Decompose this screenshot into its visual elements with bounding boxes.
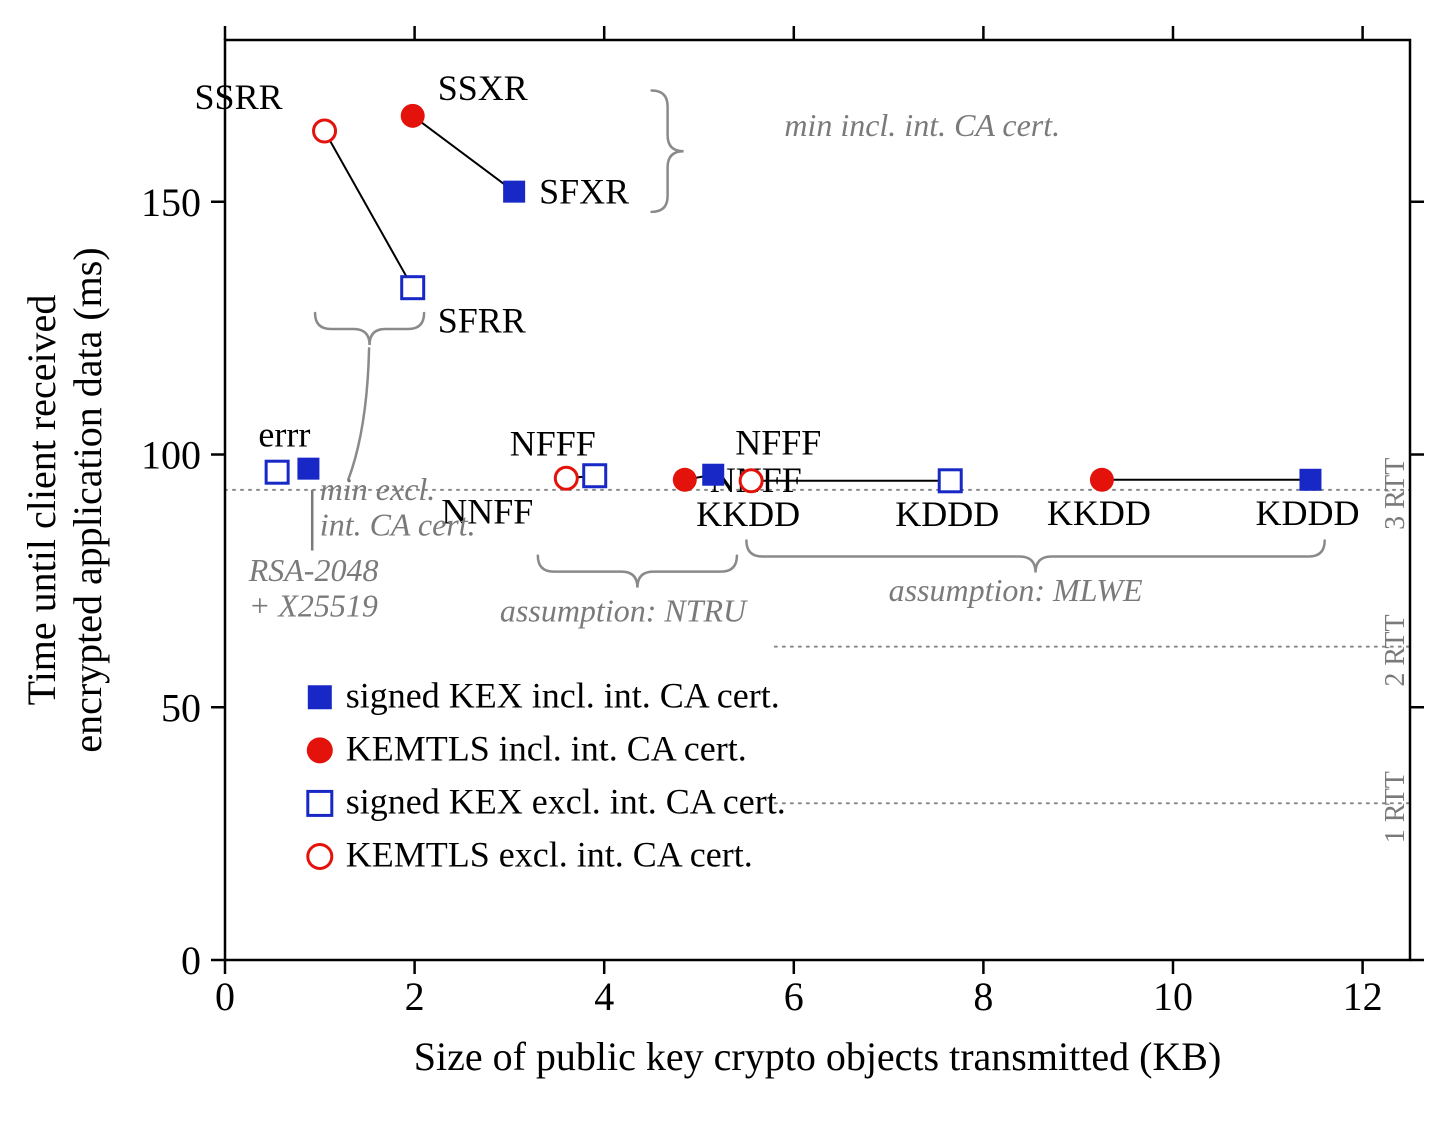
rtt-label: 1 RTT [1380,771,1411,843]
point-label: KDDD [895,494,999,534]
annotation-min_incl: min incl. int. CA cert. [784,107,1060,143]
annotation-rsa2: + X25519 [249,587,378,623]
x-tick-label: 6 [784,974,804,1019]
annotation-rsa1: RSA-2048 [248,552,379,588]
x-tick-label: 0 [215,974,235,1019]
crypto-timing-chart: 1 RTT 2 RTT 3 RTT 0 2 4 6 8 10 12 0 50 100 150 Size of… [0,0,1454,1144]
rtt-label: 2 RTT [1380,614,1411,686]
y-tick-label: 50 [161,685,201,730]
point-label: KKDD [696,494,800,534]
point-label: KDDD [1255,493,1359,533]
legend-label: signed KEX excl. int. CA cert. [346,781,786,821]
x-tick-label: 8 [973,974,993,1019]
point-label: SSRR [195,77,283,117]
x-tick-label: 2 [405,974,425,1019]
chart-svg: 1 RTT 2 RTT 3 RTT 0 2 4 6 8 10 12 0 50 100 150 Size of… [0,0,1454,1144]
y-axis-label-2: encrypted application data (ms) [65,247,110,752]
point-label: SFRR [438,301,526,341]
point-label: KKDD [1047,493,1151,533]
point-label: SSXR [438,68,528,108]
y-tick-label: 0 [181,938,201,983]
x-tick-label: 12 [1343,974,1383,1019]
point-label: errr [258,415,310,455]
annotation-ntru: assumption: NTRU [500,592,748,628]
y-tick-label: 150 [141,180,201,225]
x-tick-label: 4 [594,974,614,1019]
x-tick-label: 10 [1153,974,1193,1019]
annotation-min_excl1: min excl. [320,471,436,507]
y-tick-label: 100 [141,433,201,478]
legend-label: KEMTLS incl. int. CA cert. [346,728,747,768]
legend-label: signed KEX incl. int. CA cert. [346,675,780,715]
annotation-mlwe: assumption: MLWE [889,572,1143,608]
legend-label: KEMTLS excl. int. CA cert. [346,834,753,874]
rtt-label: 3 RTT [1380,458,1411,530]
y-axis-label-1: Time until client received [19,295,64,706]
annotation-min_excl2: int. CA cert. [320,506,476,542]
point-label: SFXR [539,172,629,212]
point-label: NFFF [735,423,821,463]
point-label: NFFF [510,424,596,464]
x-axis-label: Size of public key crypto objects transm… [414,1034,1222,1079]
